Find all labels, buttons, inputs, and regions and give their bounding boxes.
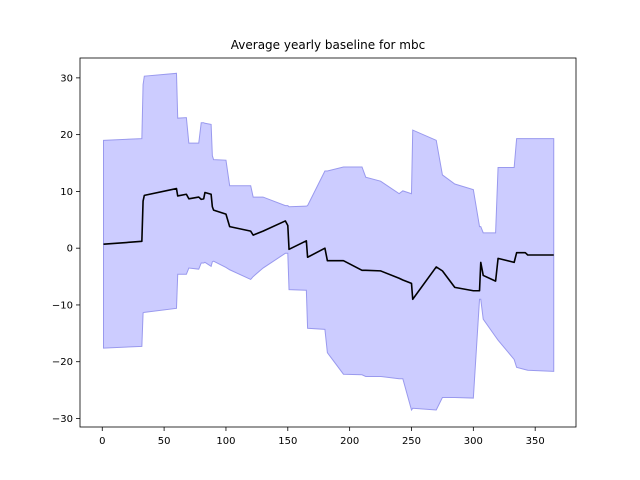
x-tick-label: 350: [526, 436, 545, 447]
plot-frame: [79, 57, 577, 428]
x-tick-label: 0: [99, 436, 105, 447]
x-tick-label: 200: [340, 436, 359, 447]
y-tick-label: −10: [52, 300, 73, 311]
x-tick-label: 100: [216, 436, 235, 447]
x-tick-label: 300: [464, 436, 483, 447]
y-axis: −30 −20 −10 0 10 20 30: [52, 73, 80, 425]
y-tick-label: −20: [52, 357, 73, 368]
y-tick-label: 10: [60, 187, 73, 198]
y-tick-label: −30: [52, 414, 73, 425]
y-tick-label: 0: [67, 244, 73, 255]
chart-title: Average yearly baseline for mbc: [231, 38, 425, 52]
y-tick-label: 20: [60, 130, 73, 141]
x-tick-label: 50: [158, 436, 171, 447]
mean-line: [103, 187, 554, 301]
x-tick-label: 150: [278, 436, 297, 447]
line-layer: [103, 187, 554, 301]
confidence-band: [103, 72, 555, 412]
y-tick-label: 30: [60, 73, 73, 84]
band-layer: [103, 72, 555, 412]
x-axis: 0 50 100 150 200 250 300 350: [99, 427, 545, 447]
x-tick-label: 250: [402, 436, 421, 447]
